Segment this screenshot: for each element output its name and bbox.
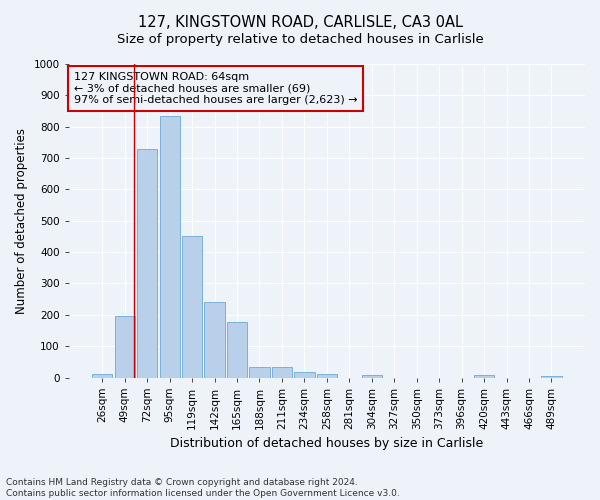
Bar [362,376,382,378]
Bar [115,316,135,378]
Bar [182,236,202,378]
Bar [294,372,314,378]
X-axis label: Distribution of detached houses by size in Carlisle: Distribution of detached houses by size … [170,437,484,450]
Bar [160,116,180,378]
Bar [317,374,337,378]
Bar [541,376,562,378]
Bar [272,368,292,378]
Bar [92,374,112,378]
Text: 127 KINGSTOWN ROAD: 64sqm
← 3% of detached houses are smaller (69)
97% of semi-d: 127 KINGSTOWN ROAD: 64sqm ← 3% of detach… [74,72,358,105]
Bar [250,368,269,378]
Text: 127, KINGSTOWN ROAD, CARLISLE, CA3 0AL: 127, KINGSTOWN ROAD, CARLISLE, CA3 0AL [137,15,463,30]
Bar [227,322,247,378]
Text: Contains HM Land Registry data © Crown copyright and database right 2024.
Contai: Contains HM Land Registry data © Crown c… [6,478,400,498]
Y-axis label: Number of detached properties: Number of detached properties [15,128,28,314]
Bar [474,375,494,378]
Text: Size of property relative to detached houses in Carlisle: Size of property relative to detached ho… [116,32,484,46]
Bar [137,148,157,378]
Bar [205,302,224,378]
